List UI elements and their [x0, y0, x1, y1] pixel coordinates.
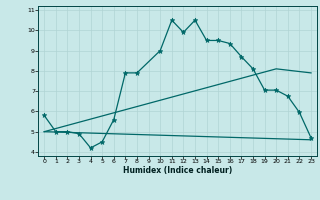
X-axis label: Humidex (Indice chaleur): Humidex (Indice chaleur) [123, 166, 232, 175]
